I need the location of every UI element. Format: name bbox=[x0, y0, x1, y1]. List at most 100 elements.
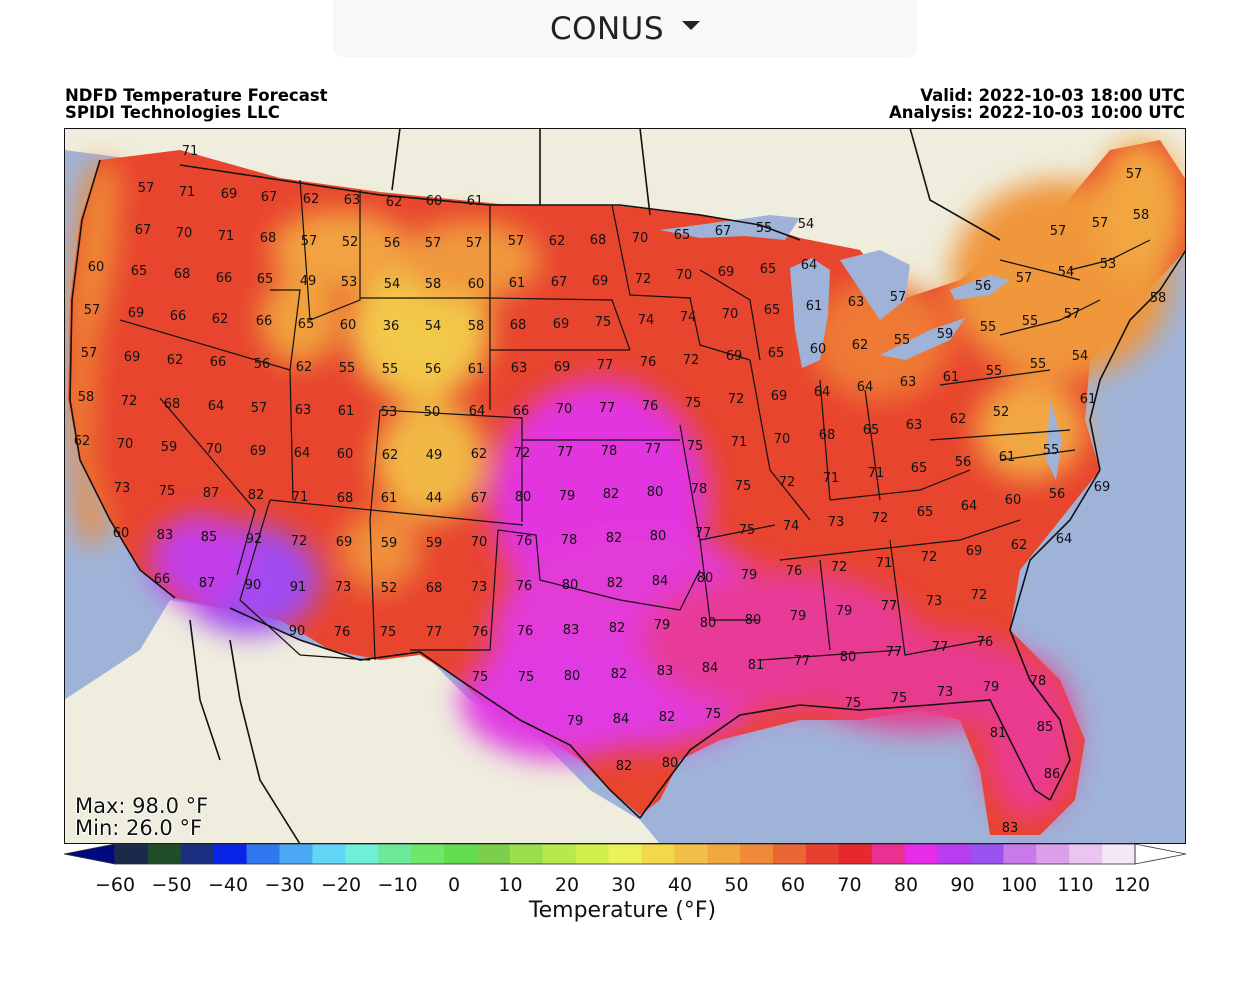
temperature-value: 57 bbox=[81, 346, 98, 361]
temperature-value: 64 bbox=[814, 385, 831, 400]
temperature-value: 80 bbox=[840, 650, 857, 665]
temperature-value: 54 bbox=[1058, 265, 1075, 280]
temperature-value: 69 bbox=[554, 360, 571, 375]
colorbar-swatch bbox=[312, 844, 346, 864]
temperature-value: 55 bbox=[894, 333, 911, 348]
colorbar-min-extend bbox=[63, 843, 116, 865]
temperature-value: 77 bbox=[426, 625, 443, 640]
temperature-value: 75 bbox=[685, 396, 702, 411]
temperature-value: 60 bbox=[88, 260, 105, 275]
temperature-value: 80 bbox=[562, 578, 579, 593]
lake-michigan bbox=[790, 258, 830, 368]
colorbar-tick-label: 120 bbox=[1113, 874, 1151, 896]
colorbar-swatch bbox=[180, 844, 215, 864]
temperature-value: 76 bbox=[786, 564, 803, 579]
temperature-value: 71 bbox=[823, 471, 840, 486]
temperature-value: 62 bbox=[167, 353, 184, 368]
temperature-value: 73 bbox=[926, 594, 943, 609]
temperature-value: 83 bbox=[657, 664, 674, 679]
temperature-value: 65 bbox=[863, 423, 880, 438]
temperature-value: 68 bbox=[819, 428, 836, 443]
temperature-value: 66 bbox=[154, 572, 171, 587]
temperature-value: 81 bbox=[748, 658, 765, 673]
colorbar-tick-label: 80 bbox=[893, 874, 919, 896]
temperature-value: 71 bbox=[731, 435, 748, 450]
temperature-value: 68 bbox=[337, 491, 354, 506]
min-temp-label: Min: 26.0 °F bbox=[75, 816, 203, 840]
temperature-value: 82 bbox=[248, 488, 265, 503]
temperature-value: 67 bbox=[715, 224, 732, 239]
colorbar-swatch bbox=[509, 844, 544, 864]
colorbar-swatch bbox=[476, 844, 511, 864]
temperature-value: 63 bbox=[511, 361, 528, 376]
temperature-value: 62 bbox=[303, 192, 320, 207]
temperature-value: 77 bbox=[881, 599, 898, 614]
temperature-value: 55 bbox=[756, 221, 773, 236]
colorbar-max-extend bbox=[1134, 843, 1187, 865]
temperature-value: 76 bbox=[977, 635, 994, 650]
colorbar-swatch bbox=[871, 844, 906, 864]
temperature-value: 68 bbox=[590, 233, 607, 248]
colorbar-swatch bbox=[279, 844, 314, 864]
temperature-value: 62 bbox=[950, 412, 967, 427]
temperature-value: 57 bbox=[138, 181, 155, 196]
temperature-value: 77 bbox=[599, 401, 616, 416]
temperature-value: 64 bbox=[857, 380, 874, 395]
colorbar-swatch bbox=[1102, 844, 1136, 864]
temperature-value: 57 bbox=[84, 303, 101, 318]
temperature-value: 57 bbox=[1016, 271, 1033, 286]
temperature-value: 72 bbox=[921, 550, 938, 565]
temperature-value: 55 bbox=[986, 364, 1003, 379]
temperature-value: 56 bbox=[384, 236, 401, 251]
temperature-value: 70 bbox=[471, 535, 488, 550]
temperature-value: 57 bbox=[1064, 307, 1081, 322]
colorbar-tick-label: −50 bbox=[151, 874, 192, 896]
temperature-value: 75 bbox=[159, 484, 176, 499]
valid-time: Valid: 2022-10-03 18:00 UTC bbox=[920, 86, 1185, 105]
temperature-value: 74 bbox=[680, 310, 697, 325]
temperature-value: 65 bbox=[131, 264, 148, 279]
temperature-value: 67 bbox=[261, 190, 278, 205]
temperature-value: 73 bbox=[114, 481, 131, 496]
temperature-value: 65 bbox=[674, 228, 691, 243]
temperature-value: 77 bbox=[695, 526, 712, 541]
temperature-value: 82 bbox=[603, 487, 620, 502]
temperature-value: 68 bbox=[426, 581, 443, 596]
temperature-value: 82 bbox=[611, 667, 628, 682]
temperature-value: 75 bbox=[891, 691, 908, 706]
temperature-value: 60 bbox=[810, 342, 827, 357]
temperature-value: 65 bbox=[257, 272, 274, 287]
colorbar-swatch bbox=[608, 844, 643, 864]
colorbar-swatch bbox=[773, 844, 807, 864]
temperature-value: 64 bbox=[801, 258, 818, 273]
temperature-value: 64 bbox=[208, 399, 225, 414]
temperature-value: 57 bbox=[466, 236, 483, 251]
temperature-value: 60 bbox=[340, 318, 357, 333]
temperature-value: 67 bbox=[551, 275, 568, 290]
temperature-value: 84 bbox=[613, 712, 630, 727]
temperature-value: 72 bbox=[683, 353, 700, 368]
temperature-value: 58 bbox=[1133, 208, 1150, 223]
colorbar-tick-label: 40 bbox=[667, 874, 693, 896]
temperature-value: 76 bbox=[516, 534, 533, 549]
temperature-value: 65 bbox=[768, 346, 785, 361]
temperature-value: 66 bbox=[210, 355, 227, 370]
temperature-value: 69 bbox=[250, 444, 267, 459]
temperature-value: 60 bbox=[1005, 493, 1022, 508]
temperature-value: 62 bbox=[549, 234, 566, 249]
temperature-value: 63 bbox=[900, 375, 917, 390]
temperature-value: 61 bbox=[468, 362, 485, 377]
temperature-value: 78 bbox=[601, 444, 618, 459]
temperature-value: 71 bbox=[292, 490, 309, 505]
colorbar-swatch bbox=[542, 844, 577, 864]
analysis-time: Analysis: 2022-10-03 10:00 UTC bbox=[888, 103, 1185, 122]
colorbar-swatch bbox=[707, 844, 741, 864]
temperature-value: 72 bbox=[831, 560, 848, 575]
temperature-value: 59 bbox=[937, 327, 954, 342]
temperature-value: 56 bbox=[1049, 487, 1066, 502]
region-dropdown[interactable]: CONUS bbox=[333, 0, 917, 57]
temperature-value: 77 bbox=[597, 358, 614, 373]
colorbar-tick-label: 100 bbox=[1000, 874, 1038, 896]
temperature-value: 79 bbox=[983, 680, 1000, 695]
temperature-value: 58 bbox=[1150, 291, 1167, 306]
